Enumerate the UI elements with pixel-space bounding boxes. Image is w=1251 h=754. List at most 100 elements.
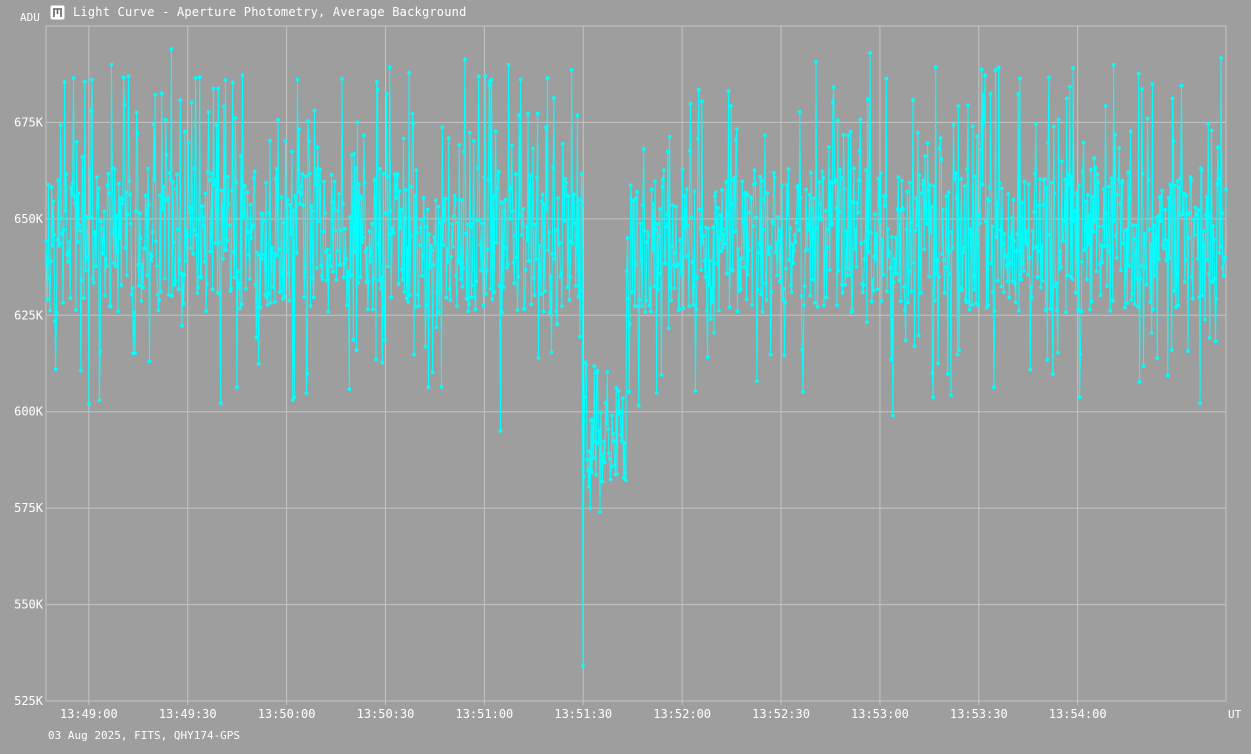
- data-point: [759, 292, 763, 296]
- data-point: [151, 122, 156, 127]
- data-point: [1179, 83, 1184, 88]
- data-point: [411, 121, 416, 125]
- data-point: [1050, 288, 1054, 292]
- data-point: [1190, 274, 1194, 279]
- data-point: [685, 223, 690, 228]
- data-point: [627, 389, 631, 394]
- data-point: [56, 178, 60, 183]
- data-point: [793, 240, 798, 244]
- data-point: [680, 167, 685, 172]
- data-point: [741, 219, 746, 224]
- data-point: [477, 217, 482, 222]
- data-point: [448, 298, 453, 303]
- data-point: [534, 257, 538, 261]
- data-point: [811, 196, 816, 201]
- data-point: [512, 281, 517, 286]
- data-point: [708, 317, 713, 321]
- data-point: [137, 211, 142, 216]
- data-point: [593, 439, 598, 444]
- data-point: [159, 91, 164, 96]
- data-point: [1038, 177, 1042, 182]
- data-point: [480, 268, 485, 273]
- data-point: [214, 123, 219, 127]
- data-point: [173, 279, 178, 283]
- data-point: [197, 75, 202, 80]
- data-point: [1221, 273, 1226, 278]
- data-point: [672, 286, 677, 291]
- data-point: [926, 188, 931, 193]
- data-point: [848, 273, 852, 277]
- data-point: [886, 254, 891, 259]
- data-point: [1116, 177, 1121, 182]
- data-point: [209, 171, 214, 176]
- data-point: [781, 286, 786, 291]
- data-point: [544, 207, 549, 212]
- data-point: [854, 265, 859, 269]
- data-point: [49, 259, 53, 264]
- data-point: [538, 266, 543, 270]
- y-tick-label: 625K: [14, 308, 44, 322]
- data-point: [529, 302, 534, 307]
- data-point: [166, 196, 171, 200]
- data-point: [388, 209, 393, 214]
- data-point: [966, 299, 971, 304]
- data-point: [826, 227, 830, 232]
- data-point: [82, 296, 86, 301]
- data-point: [755, 287, 760, 292]
- data-point: [305, 371, 310, 376]
- data-point: [146, 166, 150, 171]
- data-point: [400, 278, 405, 282]
- data-point: [531, 146, 535, 151]
- data-point: [401, 136, 406, 141]
- data-point: [852, 166, 856, 171]
- data-point: [1216, 176, 1221, 181]
- data-point: [361, 235, 365, 240]
- data-point: [990, 224, 995, 229]
- data-point: [555, 322, 559, 327]
- data-point: [86, 255, 90, 260]
- data-point: [1219, 56, 1223, 60]
- data-point: [917, 173, 922, 178]
- data-point: [330, 200, 335, 204]
- data-point: [379, 275, 384, 280]
- data-point: [124, 190, 128, 195]
- data-point: [1089, 299, 1094, 304]
- data-point: [862, 257, 867, 262]
- data-point: [171, 240, 176, 245]
- data-point: [1072, 219, 1076, 223]
- x-tick-label: 13:51:30: [554, 707, 612, 721]
- data-point: [205, 170, 210, 175]
- data-point: [918, 256, 923, 260]
- data-point: [519, 233, 524, 237]
- data-point: [874, 232, 879, 237]
- data-point: [223, 78, 228, 82]
- data-point: [1155, 356, 1160, 361]
- data-point: [762, 197, 767, 202]
- data-point: [375, 87, 380, 92]
- data-point: [95, 175, 99, 180]
- data-point: [339, 228, 344, 233]
- data-point: [973, 174, 978, 179]
- data-point: [906, 300, 911, 305]
- data-point: [1131, 223, 1135, 228]
- data-point: [258, 305, 263, 310]
- data-point: [163, 118, 168, 122]
- data-point: [377, 278, 382, 283]
- data-point: [641, 147, 646, 151]
- data-point: [912, 344, 917, 349]
- data-point: [1202, 243, 1207, 248]
- data-point: [67, 240, 72, 245]
- data-point: [579, 172, 584, 177]
- data-point: [1165, 373, 1170, 378]
- data-point: [619, 433, 623, 437]
- data-point: [64, 172, 69, 177]
- data-point: [539, 292, 543, 296]
- light-curve-icon[interactable]: [50, 5, 65, 20]
- data-point: [163, 276, 167, 281]
- data-point: [1214, 297, 1219, 301]
- data-point: [746, 272, 750, 277]
- data-point: [822, 303, 826, 308]
- data-point: [904, 227, 909, 232]
- data-point: [688, 101, 693, 106]
- data-point: [572, 192, 576, 197]
